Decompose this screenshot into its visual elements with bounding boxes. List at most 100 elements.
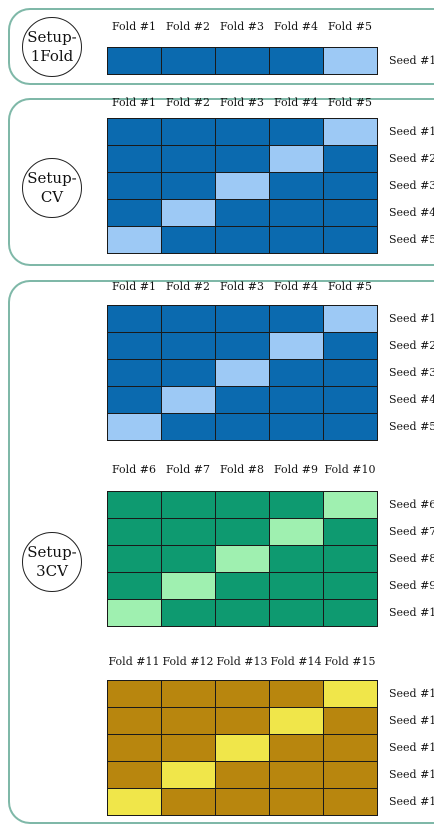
train-fold-cell xyxy=(161,788,216,816)
train-fold-cell xyxy=(323,226,378,254)
seed-label: Seed #7 xyxy=(389,524,434,538)
train-fold-cell xyxy=(107,572,162,600)
validation-fold-cell xyxy=(323,680,378,708)
train-fold-cell xyxy=(323,413,378,441)
train-fold-cell xyxy=(161,359,216,387)
panel-setup-cv xyxy=(8,98,434,266)
fold-grid xyxy=(107,491,378,627)
fold-label: Fold #2 xyxy=(166,96,210,109)
train-fold-cell xyxy=(107,734,162,762)
train-fold-cell xyxy=(161,545,216,573)
seed-label: Seed #1 xyxy=(389,53,434,67)
train-fold-cell xyxy=(269,226,324,254)
fold-label: Fold #3 xyxy=(220,20,264,33)
train-fold-cell xyxy=(269,413,324,441)
train-fold-cell xyxy=(323,199,378,227)
seed-label: Seed #4 xyxy=(389,205,434,219)
panel-setup-3cv xyxy=(8,280,434,824)
fold-grid xyxy=(107,305,378,441)
validation-fold-cell xyxy=(161,386,216,414)
fold-label: Fold #13 xyxy=(216,655,268,668)
setup-label-circle: Setup- 1Fold xyxy=(22,17,82,77)
panel-setup-1fold xyxy=(8,8,434,85)
train-fold-cell xyxy=(269,734,324,762)
train-fold-cell xyxy=(161,491,216,519)
train-fold-cell xyxy=(323,788,378,816)
train-fold-cell xyxy=(161,118,216,146)
seed-label: Seed #3 xyxy=(389,178,434,192)
train-fold-cell xyxy=(107,118,162,146)
fold-label: Fold #2 xyxy=(166,20,210,33)
seed-label: Seed #5 xyxy=(389,419,434,433)
validation-fold-cell xyxy=(215,545,270,573)
fold-label: Fold #12 xyxy=(162,655,214,668)
seed-label: Seed #6 xyxy=(389,497,434,511)
fold-label: Fold #4 xyxy=(274,20,318,33)
train-fold-cell xyxy=(215,199,270,227)
validation-fold-cell xyxy=(323,305,378,333)
seed-label: Seed #2 xyxy=(389,151,434,165)
train-fold-cell xyxy=(269,761,324,789)
train-fold-cell xyxy=(215,572,270,600)
train-fold-cell xyxy=(215,599,270,627)
seed-label: Seed #5 xyxy=(389,232,434,246)
setup-label-line1: Setup- xyxy=(27,28,77,46)
train-fold-cell xyxy=(269,386,324,414)
train-fold-cell xyxy=(215,788,270,816)
train-fold-cell xyxy=(269,680,324,708)
fold-label: Fold #6 xyxy=(112,463,156,476)
train-fold-cell xyxy=(215,226,270,254)
fold-label: Fold #4 xyxy=(274,96,318,109)
train-fold-cell xyxy=(161,413,216,441)
train-fold-cell xyxy=(161,734,216,762)
fold-label: Fold #5 xyxy=(328,280,372,293)
train-fold-cell xyxy=(161,707,216,735)
seed-label: Seed #9 xyxy=(389,578,434,592)
train-fold-cell xyxy=(107,386,162,414)
train-fold-cell xyxy=(107,305,162,333)
train-fold-cell xyxy=(107,491,162,519)
train-fold-cell xyxy=(323,145,378,173)
validation-fold-cell xyxy=(323,491,378,519)
fold-grid xyxy=(107,118,378,254)
seed-label: Seed #2 xyxy=(389,338,434,352)
seed-label: Seed #1 xyxy=(389,124,434,138)
seed-label: Seed #15 xyxy=(389,794,434,808)
validation-fold-cell xyxy=(161,199,216,227)
train-fold-cell xyxy=(269,172,324,200)
train-fold-cell xyxy=(161,518,216,546)
train-fold-cell xyxy=(269,118,324,146)
fold-label: Fold #9 xyxy=(274,463,318,476)
train-fold-cell xyxy=(107,680,162,708)
train-fold-cell xyxy=(215,518,270,546)
train-fold-cell xyxy=(107,47,162,75)
train-fold-cell xyxy=(161,226,216,254)
setup-label-line2: CV xyxy=(40,188,64,206)
setup-label: Setup- 1Fold xyxy=(27,28,77,66)
train-fold-cell xyxy=(107,707,162,735)
setup-label-line2: 1Fold xyxy=(30,47,74,65)
fold-label: Fold #14 xyxy=(270,655,322,668)
seed-label: Seed #10 xyxy=(389,605,434,619)
train-fold-cell xyxy=(215,145,270,173)
fold-label: Fold #5 xyxy=(328,20,372,33)
validation-fold-cell xyxy=(269,518,324,546)
train-fold-cell xyxy=(215,680,270,708)
train-fold-cell xyxy=(269,47,324,75)
train-fold-cell xyxy=(161,145,216,173)
fold-label: Fold #1 xyxy=(112,280,156,293)
fold-label: Fold #3 xyxy=(220,96,264,109)
validation-fold-cell xyxy=(107,226,162,254)
train-fold-cell xyxy=(161,680,216,708)
validation-fold-cell xyxy=(107,788,162,816)
train-fold-cell xyxy=(323,332,378,360)
fold-label: Fold #1 xyxy=(112,20,156,33)
seed-label: Seed #4 xyxy=(389,392,434,406)
train-fold-cell xyxy=(215,761,270,789)
train-fold-cell xyxy=(323,359,378,387)
train-fold-cell xyxy=(323,518,378,546)
setup-label-line2: 3CV xyxy=(36,562,68,580)
train-fold-cell xyxy=(107,332,162,360)
validation-fold-cell xyxy=(269,145,324,173)
fold-label: Fold #4 xyxy=(274,280,318,293)
